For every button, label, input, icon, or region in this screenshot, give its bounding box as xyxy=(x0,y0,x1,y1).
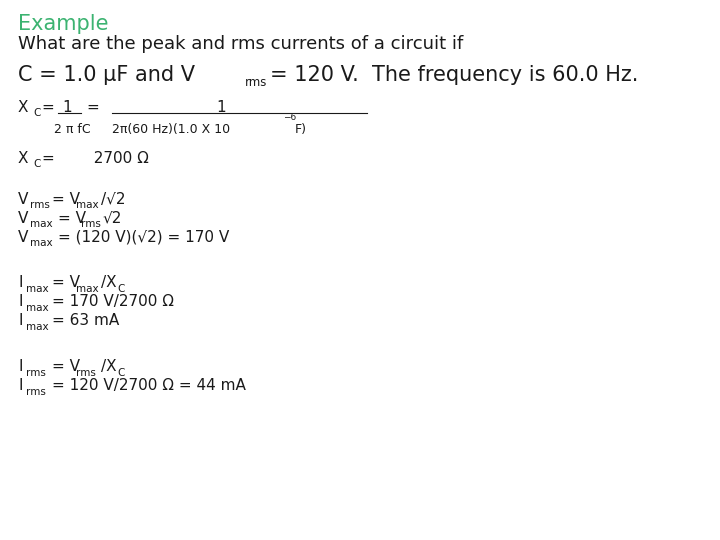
Text: −6: −6 xyxy=(283,113,296,122)
Text: 2π(60 Hz)(1.0 X 10: 2π(60 Hz)(1.0 X 10 xyxy=(112,123,230,136)
Text: 1: 1 xyxy=(63,100,72,115)
Text: X: X xyxy=(18,100,29,115)
Text: = 170 V/2700 Ω: = 170 V/2700 Ω xyxy=(52,294,174,309)
Text: max: max xyxy=(30,238,53,248)
Text: I: I xyxy=(18,359,22,374)
Text: = V: = V xyxy=(52,359,80,374)
Text: rms: rms xyxy=(30,200,50,211)
Text: rms: rms xyxy=(76,368,96,378)
Text: =        2700 Ω: = 2700 Ω xyxy=(42,151,148,166)
Text: C: C xyxy=(117,284,125,294)
Text: = 120 V.  The frequency is 60.0 Hz.: = 120 V. The frequency is 60.0 Hz. xyxy=(270,65,639,85)
Text: V: V xyxy=(18,230,28,245)
Text: =: = xyxy=(42,100,55,115)
Text: max: max xyxy=(76,284,98,294)
Text: rms: rms xyxy=(26,387,46,397)
Text: = 120 V/2700 Ω = 44 mA: = 120 V/2700 Ω = 44 mA xyxy=(52,378,246,393)
Text: 1: 1 xyxy=(216,100,225,115)
Text: C = 1.0 μF and V: C = 1.0 μF and V xyxy=(18,65,195,85)
Text: C: C xyxy=(117,368,125,378)
Text: I: I xyxy=(18,378,22,393)
Text: X: X xyxy=(18,151,29,166)
Text: = V: = V xyxy=(52,192,80,207)
Text: rms: rms xyxy=(245,76,267,89)
Text: = 63 mA: = 63 mA xyxy=(52,313,119,328)
Text: V: V xyxy=(18,211,28,226)
Text: rms: rms xyxy=(81,219,102,230)
Text: max: max xyxy=(76,200,98,211)
Text: = V: = V xyxy=(52,275,80,291)
Text: F): F) xyxy=(295,123,307,136)
Text: What are the peak and rms currents of a circuit if: What are the peak and rms currents of a … xyxy=(18,35,463,53)
Text: C: C xyxy=(34,108,41,118)
Text: I: I xyxy=(18,294,22,309)
Text: max: max xyxy=(26,284,48,294)
Text: V: V xyxy=(18,192,28,207)
Text: /X: /X xyxy=(101,275,117,291)
Text: /X: /X xyxy=(101,359,117,374)
Text: Example: Example xyxy=(18,14,109,33)
Text: √2: √2 xyxy=(103,211,122,226)
Text: C: C xyxy=(34,159,41,170)
Text: I: I xyxy=(18,275,22,291)
Text: max: max xyxy=(26,322,48,332)
Text: /√2: /√2 xyxy=(101,192,125,207)
Text: max: max xyxy=(26,303,48,313)
Text: rms: rms xyxy=(26,368,46,378)
Text: = (120 V)(√2) = 170 V: = (120 V)(√2) = 170 V xyxy=(58,230,229,245)
Text: I: I xyxy=(18,313,22,328)
Text: = V: = V xyxy=(58,211,86,226)
Text: 2 π fC: 2 π fC xyxy=(54,123,91,136)
Text: max: max xyxy=(30,219,53,230)
Text: =: = xyxy=(86,100,99,115)
